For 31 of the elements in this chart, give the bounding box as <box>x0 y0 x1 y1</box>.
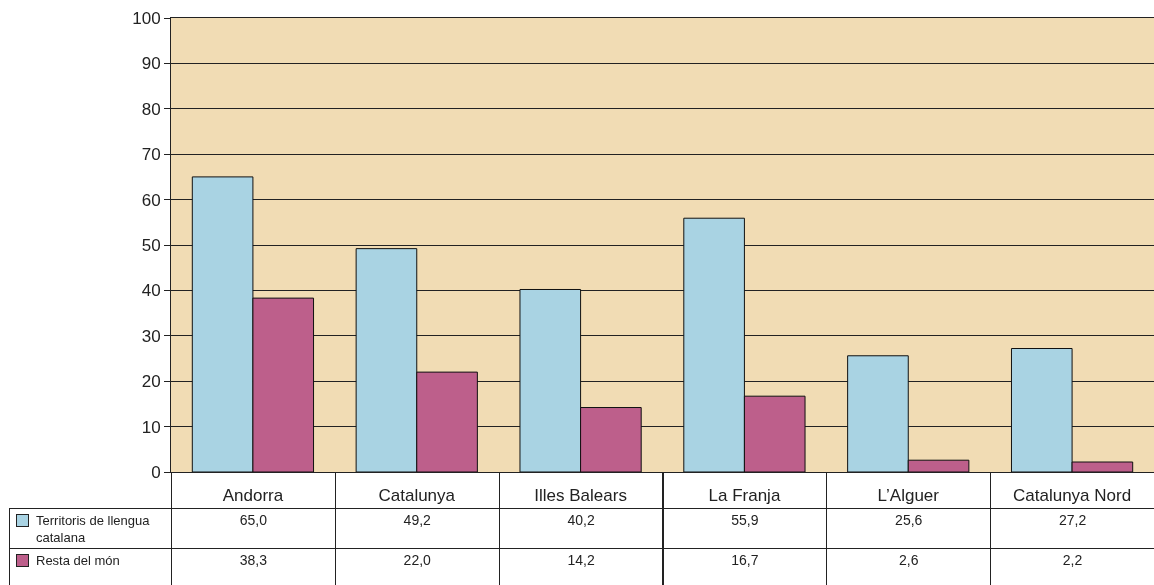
data-label: 55,9 <box>662 508 828 549</box>
x-tick-label: Catalunya Nord <box>1013 486 1132 506</box>
x-tick-label: Catalunya <box>378 486 456 506</box>
y-tick-label: 100 <box>132 8 161 28</box>
y-tick-label: 90 <box>141 54 161 74</box>
y-tick-label: 30 <box>141 326 161 346</box>
data-label: 40,2 <box>498 508 664 549</box>
y-tick-label: 0 <box>151 462 161 482</box>
y-tick-label: 20 <box>141 372 161 392</box>
data-label: 25,6 <box>826 508 992 549</box>
x-tick-label: Illes Balears <box>534 486 627 506</box>
y-tick-label: 60 <box>141 190 161 210</box>
data-label: 22,0 <box>334 548 500 585</box>
y-tick-label: 70 <box>141 145 161 165</box>
y-tick-label: 10 <box>141 417 161 437</box>
legend-label: Territoris de llengua catalana <box>36 513 150 545</box>
data-label: 2,6 <box>826 548 992 585</box>
data-label: 27,2 <box>990 508 1154 549</box>
data-label: 2,2 <box>990 548 1154 585</box>
data-label: 16,7 <box>662 548 828 585</box>
x-tick-label: La Franja <box>708 486 781 506</box>
data-label: 49,2 <box>334 508 500 549</box>
legend-label: Resta del món <box>36 553 120 568</box>
data-label: 65,0 <box>171 508 336 549</box>
y-tick-label: 40 <box>141 281 161 301</box>
y-tick-label: 50 <box>141 235 161 255</box>
x-tick-label: L’Alguer <box>877 486 940 506</box>
x-tick-label: Andorra <box>222 486 284 506</box>
y-tick-label: 80 <box>141 99 161 119</box>
data-label: 14,2 <box>498 548 664 585</box>
data-label: 38,3 <box>171 548 336 585</box>
